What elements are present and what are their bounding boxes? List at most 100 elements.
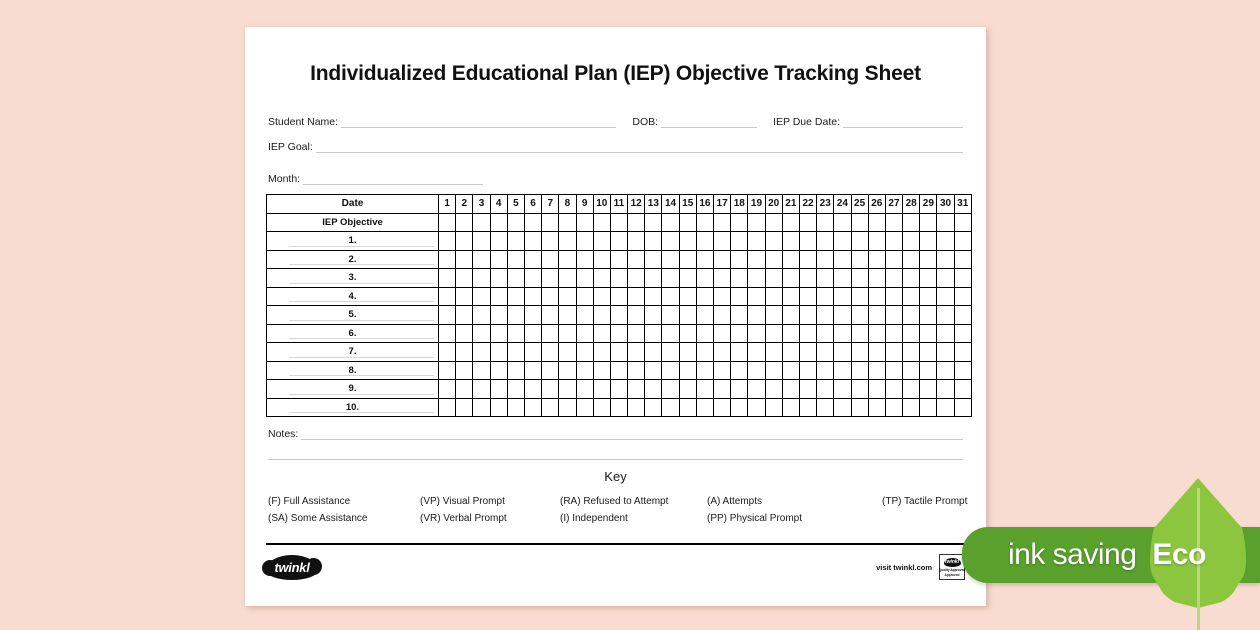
- cell-r4-d30[interactable]: [936, 286, 955, 306]
- cell-r1-d13[interactable]: [644, 231, 663, 251]
- cell-r2-d19[interactable]: [747, 249, 766, 269]
- cell-r1-d11[interactable]: [609, 231, 629, 251]
- cell-r7-d12[interactable]: [627, 342, 646, 362]
- cell-r3-d9[interactable]: [575, 268, 594, 288]
- cell-r7-d20[interactable]: [764, 342, 783, 362]
- cell-r6-d10[interactable]: [592, 323, 611, 343]
- cell-r2-d5[interactable]: [506, 249, 525, 269]
- cell-r5-d13[interactable]: [644, 305, 663, 325]
- cell-r3-d1[interactable]: [437, 268, 457, 288]
- cell-r7-d27[interactable]: [884, 342, 904, 362]
- cell-r2-d1[interactable]: [437, 249, 457, 269]
- cell-r3-d18[interactable]: [730, 268, 749, 288]
- cell-r9-d25[interactable]: [850, 379, 869, 399]
- cell-r3-d30[interactable]: [936, 268, 955, 288]
- cell-r5-d6[interactable]: [523, 305, 543, 325]
- cell-r6-d4[interactable]: [489, 323, 508, 343]
- cell-r8-d29[interactable]: [919, 360, 938, 380]
- cell-r10-d11[interactable]: [609, 397, 629, 417]
- cell-r3-d26[interactable]: [867, 268, 886, 288]
- cell-r6-d20[interactable]: [764, 323, 783, 343]
- cell-r4-d17[interactable]: [712, 286, 732, 306]
- iep-goal-input[interactable]: [315, 142, 963, 153]
- cell-r7-d4[interactable]: [489, 342, 508, 362]
- cell-r9-d15[interactable]: [678, 379, 697, 399]
- cell-r9-d27[interactable]: [884, 379, 904, 399]
- cell-r7-d8[interactable]: [558, 342, 577, 362]
- cell-r3-d7[interactable]: [541, 268, 560, 288]
- cell-r8-d30[interactable]: [936, 360, 955, 380]
- cell-r9-d9[interactable]: [575, 379, 594, 399]
- notes-input[interactable]: [301, 429, 963, 440]
- cell-r10-d25[interactable]: [850, 397, 869, 417]
- cell-r6-d27[interactable]: [884, 323, 904, 343]
- cell-r9-d6[interactable]: [523, 379, 543, 399]
- cell-r9-d24[interactable]: [833, 379, 852, 399]
- cell-r7-d29[interactable]: [919, 342, 938, 362]
- cell-r9-d21[interactable]: [781, 379, 800, 399]
- cell-r9-d14[interactable]: [661, 379, 680, 399]
- cell-r1-d28[interactable]: [902, 231, 921, 251]
- cell-r7-d28[interactable]: [902, 342, 921, 362]
- cell-r10-d30[interactable]: [936, 397, 955, 417]
- cell-r5-d15[interactable]: [678, 305, 697, 325]
- cell-r7-d1[interactable]: [437, 342, 457, 362]
- cell-r1-d8[interactable]: [558, 231, 577, 251]
- cell-r9-d30[interactable]: [936, 379, 955, 399]
- cell-r1-d19[interactable]: [747, 231, 766, 251]
- cell-r5-d29[interactable]: [919, 305, 938, 325]
- cell-r8-d22[interactable]: [798, 360, 818, 380]
- cell-r6-d6[interactable]: [523, 323, 543, 343]
- cell-r3-d13[interactable]: [644, 268, 663, 288]
- cell-r2-d12[interactable]: [627, 249, 646, 269]
- cell-r10-d23[interactable]: [816, 397, 835, 417]
- cell-r4-d28[interactable]: [902, 286, 921, 306]
- cell-r1-d29[interactable]: [919, 231, 938, 251]
- cell-r5-d22[interactable]: [798, 305, 818, 325]
- objective-label-7[interactable]: 7.: [266, 342, 439, 362]
- cell-r10-d16[interactable]: [695, 397, 715, 417]
- cell-r6-d22[interactable]: [798, 323, 818, 343]
- cell-r7-d11[interactable]: [609, 342, 629, 362]
- cell-r4-d9[interactable]: [575, 286, 594, 306]
- cell-r4-d23[interactable]: [816, 286, 835, 306]
- cell-r1-d14[interactable]: [661, 231, 680, 251]
- cell-r7-d14[interactable]: [661, 342, 680, 362]
- cell-r1-d9[interactable]: [575, 231, 594, 251]
- cell-r2-d27[interactable]: [884, 249, 904, 269]
- cell-r8-d25[interactable]: [850, 360, 869, 380]
- cell-r8-d8[interactable]: [558, 360, 577, 380]
- cell-r2-d11[interactable]: [609, 249, 629, 269]
- cell-r1-d7[interactable]: [541, 231, 560, 251]
- cell-r10-d28[interactable]: [902, 397, 921, 417]
- cell-r2-d29[interactable]: [919, 249, 938, 269]
- cell-r2-d24[interactable]: [833, 249, 852, 269]
- cell-r1-d5[interactable]: [506, 231, 525, 251]
- cell-r10-d2[interactable]: [455, 397, 474, 417]
- cell-r3-d10[interactable]: [592, 268, 611, 288]
- cell-r5-d2[interactable]: [455, 305, 474, 325]
- cell-r5-d24[interactable]: [833, 305, 852, 325]
- cell-r4-d2[interactable]: [455, 286, 474, 306]
- cell-r9-d17[interactable]: [712, 379, 732, 399]
- cell-r9-d23[interactable]: [816, 379, 835, 399]
- cell-r6-d21[interactable]: [781, 323, 800, 343]
- cell-r9-d3[interactable]: [472, 379, 491, 399]
- cell-r3-d22[interactable]: [798, 268, 818, 288]
- cell-r9-d1[interactable]: [437, 379, 457, 399]
- cell-r2-d8[interactable]: [558, 249, 577, 269]
- cell-r10-d9[interactable]: [575, 397, 594, 417]
- cell-r3-d23[interactable]: [816, 268, 835, 288]
- cell-r1-d12[interactable]: [627, 231, 646, 251]
- cell-r7-d16[interactable]: [695, 342, 715, 362]
- cell-r4-d1[interactable]: [437, 286, 457, 306]
- cell-r6-d29[interactable]: [919, 323, 938, 343]
- cell-r2-d16[interactable]: [695, 249, 715, 269]
- cell-r2-d3[interactable]: [472, 249, 491, 269]
- cell-r5-d12[interactable]: [627, 305, 646, 325]
- objective-label-10[interactable]: 10.: [266, 397, 439, 417]
- cell-r8-d17[interactable]: [712, 360, 732, 380]
- month-input[interactable]: [303, 174, 484, 185]
- cell-r5-d21[interactable]: [781, 305, 800, 325]
- cell-r6-d24[interactable]: [833, 323, 852, 343]
